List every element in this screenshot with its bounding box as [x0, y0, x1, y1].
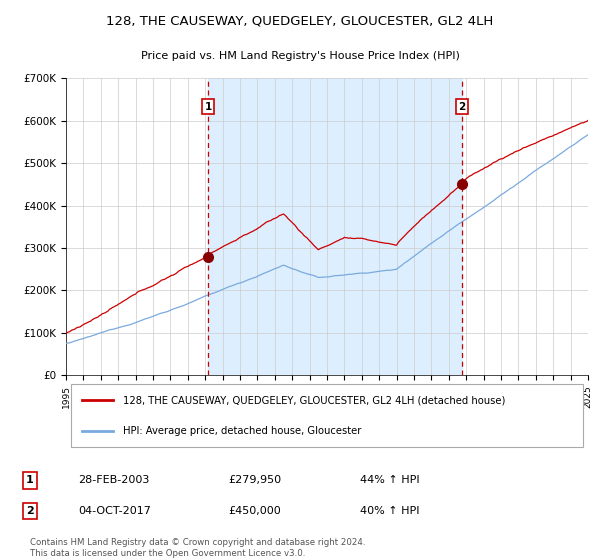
Bar: [208, 78, 462, 375]
Text: Price paid vs. HM Land Registry's House Price Index (HPI): Price paid vs. HM Land Registry's House …: [140, 51, 460, 61]
Text: £450,000: £450,000: [228, 506, 281, 516]
Text: 04-OCT-2017: 04-OCT-2017: [78, 506, 151, 516]
FancyBboxPatch shape: [71, 384, 583, 447]
Text: Contains HM Land Registry data © Crown copyright and database right 2024.
This d: Contains HM Land Registry data © Crown c…: [30, 538, 365, 558]
Text: 128, THE CAUSEWAY, QUEDGELEY, GLOUCESTER, GL2 4LH (detached house): 128, THE CAUSEWAY, QUEDGELEY, GLOUCESTER…: [124, 395, 506, 405]
Text: 2: 2: [26, 506, 34, 516]
Text: 1: 1: [26, 475, 34, 486]
Text: 2: 2: [458, 101, 466, 111]
Text: 44% ↑ HPI: 44% ↑ HPI: [360, 475, 419, 486]
Text: 128, THE CAUSEWAY, QUEDGELEY, GLOUCESTER, GL2 4LH: 128, THE CAUSEWAY, QUEDGELEY, GLOUCESTER…: [106, 15, 494, 27]
Text: 28-FEB-2003: 28-FEB-2003: [78, 475, 149, 486]
Text: HPI: Average price, detached house, Gloucester: HPI: Average price, detached house, Glou…: [124, 426, 362, 436]
Text: 40% ↑ HPI: 40% ↑ HPI: [360, 506, 419, 516]
Text: 1: 1: [205, 101, 212, 111]
Text: £279,950: £279,950: [228, 475, 281, 486]
